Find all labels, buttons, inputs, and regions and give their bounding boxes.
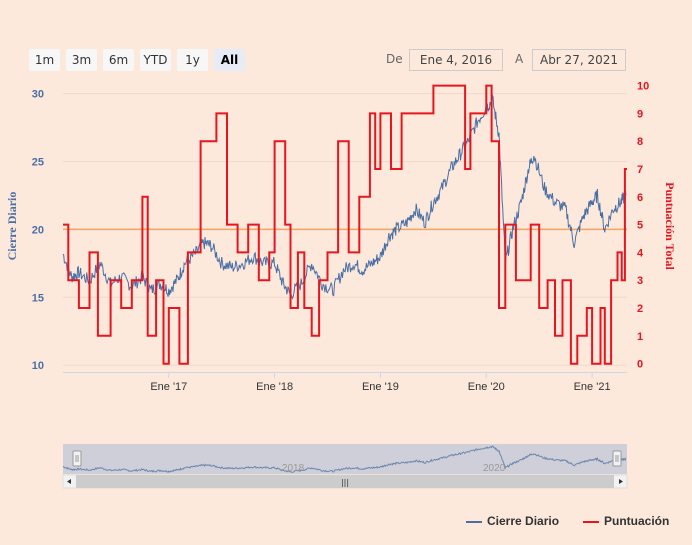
legend-close-label: Cierre Diario [487, 514, 560, 528]
navigator-handle-right[interactable] [612, 450, 622, 467]
legend-item-score[interactable]: Puntuación [583, 514, 669, 528]
y-right-tick-label: 0 [637, 359, 643, 371]
range-button-ytd[interactable]: YTD [140, 49, 171, 71]
from-date-input[interactable]: Ene 4, 2016 [409, 49, 503, 71]
x-tick-label: Ene '19 [362, 381, 399, 393]
y-right-tick-label: 8 [637, 136, 643, 148]
y-right-tick-label: 6 [637, 192, 643, 204]
x-tick-label: Ene '18 [256, 381, 293, 393]
legend-close-swatch [466, 520, 482, 523]
y-left-tick-label: 30 [32, 89, 44, 101]
y-right-tick-label: 4 [637, 247, 644, 259]
navigator-handle-left[interactable] [72, 450, 82, 467]
y-left-tick-label: 10 [32, 360, 44, 372]
y-right-tick-label: 5 [637, 220, 643, 232]
navigator-mask [63, 444, 627, 474]
range-button-6m[interactable]: 6m [103, 49, 134, 71]
y-left-tick-label: 20 [32, 224, 44, 236]
y-right-tick-label: 3 [637, 275, 643, 287]
scroll-left-arrow[interactable] [67, 479, 71, 484]
to-label: A [515, 52, 524, 66]
y-right-tick-label: 1 [637, 331, 643, 343]
from-label: De [386, 52, 403, 66]
navigator-label: 2020 [483, 463, 506, 474]
range-button-all[interactable]: All [214, 49, 245, 71]
navigator-series [62, 445, 627, 473]
to-date-input[interactable]: Abr 27, 2021 [532, 49, 626, 71]
legend-score-swatch [583, 520, 599, 523]
range-button-3m[interactable]: 3m [66, 49, 97, 71]
x-tick-label: Ene '17 [150, 381, 187, 393]
x-tick-label: Ene '20 [468, 381, 505, 393]
series-score-line [63, 84, 627, 365]
y-right-tick-label: 7 [637, 164, 643, 176]
y-left-tick-label: 15 [32, 292, 44, 304]
range-button-1m[interactable]: 1m [29, 49, 60, 71]
legend-score-label: Puntuación [604, 514, 670, 528]
scrollbar-grip: ||| [341, 478, 349, 487]
scrollbar-thumb[interactable] [76, 475, 614, 488]
navigator-label: 2018 [282, 463, 305, 474]
y-left-axis-title: Cierre Diario [5, 192, 19, 261]
x-tick-label: Ene '21 [574, 381, 611, 393]
y-right-tick-label: 2 [637, 303, 643, 315]
y-right-axis-title: Puntuación Total [663, 182, 677, 270]
legend-item-close[interactable]: Cierre Diario [466, 514, 559, 528]
range-button-1y[interactable]: 1y [177, 49, 208, 71]
scroll-right-arrow[interactable] [619, 479, 623, 484]
y-right-tick-label: 9 [637, 108, 643, 120]
y-left-tick-label: 25 [32, 156, 44, 168]
series-close-line [62, 93, 627, 300]
y-right-tick-label: 10 [637, 81, 649, 93]
